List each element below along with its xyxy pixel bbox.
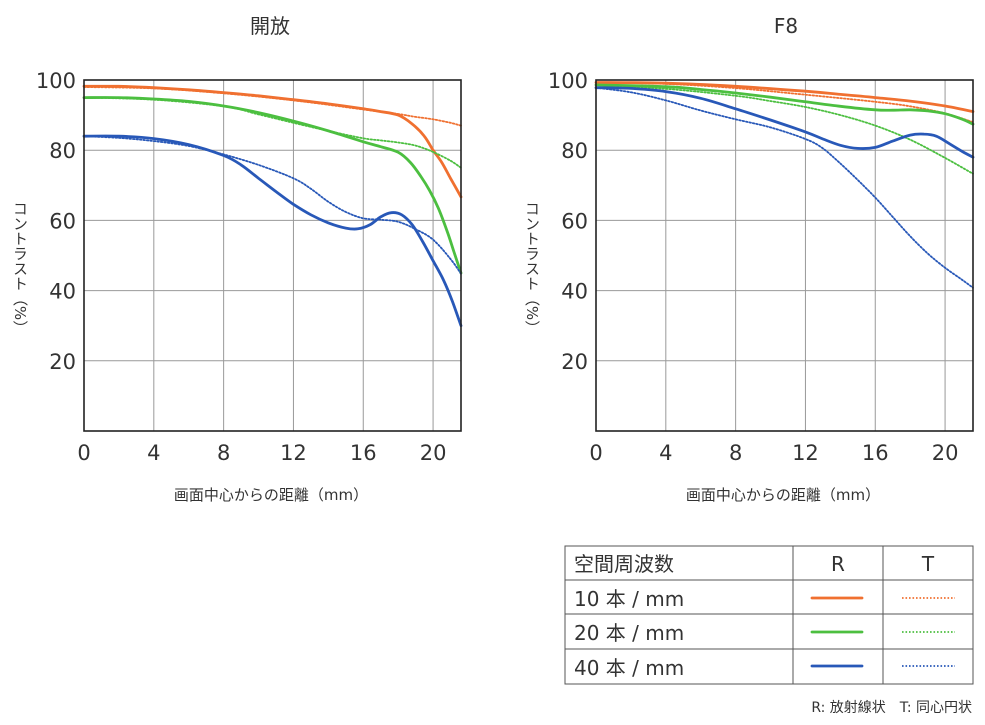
legend-table-border bbox=[564, 545, 974, 685]
legend-header-frequency: 空間周波数 bbox=[574, 552, 674, 576]
x-axis-label: 画面中心からの距離（mm） bbox=[174, 486, 368, 504]
x-tick-label: 12 bbox=[792, 441, 819, 465]
series-line-2 bbox=[82, 96, 463, 275]
x-axis-label: 画面中心からの距離（mm） bbox=[686, 486, 880, 504]
y-tick-label: 40 bbox=[561, 280, 588, 304]
legend-note: R: 放射線状 T: 同心円状 bbox=[811, 700, 972, 716]
y-tick-label: 80 bbox=[561, 139, 588, 163]
y-tick-label: 100 bbox=[36, 69, 76, 93]
legend-row-label-10: 10 本 / mm bbox=[574, 587, 684, 611]
legend-header-t: T bbox=[921, 552, 935, 576]
x-tick-label: 20 bbox=[420, 441, 447, 465]
x-tick-label: 20 bbox=[932, 441, 959, 465]
x-tick-label: 4 bbox=[147, 441, 160, 465]
chart-f8: F8 100 80 60 40 20 0 4 8 12 16 20 画面中心からの距離（mm） コントラス… bbox=[523, 14, 975, 504]
plot-frame bbox=[83, 79, 462, 432]
legend-row-label-20: 20 本 / mm bbox=[574, 621, 684, 645]
series-line-5 bbox=[83, 135, 462, 275]
series-line-3 bbox=[83, 96, 462, 169]
y-axis-label: コントラスト（%） bbox=[523, 201, 541, 335]
y-tick-label: 100 bbox=[548, 69, 588, 93]
y-tick-label: 20 bbox=[561, 350, 588, 374]
y-tick-label: 40 bbox=[49, 280, 76, 304]
series-line-4 bbox=[594, 86, 975, 159]
x-tick-label: 8 bbox=[217, 441, 230, 465]
y-tick-label: 80 bbox=[49, 139, 76, 163]
x-tick-label: 4 bbox=[659, 441, 672, 465]
legend-header-r: R bbox=[831, 552, 845, 576]
x-tick-label: 12 bbox=[280, 441, 307, 465]
grid bbox=[596, 80, 973, 431]
x-tick-label: 0 bbox=[77, 441, 90, 465]
chart-title: 開放 bbox=[250, 14, 290, 38]
y-axis-label: コントラスト（%） bbox=[11, 201, 29, 335]
series-line-1 bbox=[83, 86, 462, 127]
series-line-3 bbox=[595, 84, 974, 175]
series-line-5 bbox=[595, 86, 974, 289]
y-tick-label: 60 bbox=[49, 209, 76, 233]
series-line-4 bbox=[82, 134, 463, 328]
series-line-2 bbox=[594, 83, 975, 126]
plot-area bbox=[596, 80, 973, 431]
x-tick-label: 16 bbox=[862, 441, 889, 465]
plot-frame bbox=[595, 79, 974, 432]
legend-table: 空間周波数 R T 10 本 / mm 20 本 / mm 40 本 / mm bbox=[564, 545, 974, 685]
chart-open-aperture: 開放 100 80 60 40 20 0 4 8 12 16 20 画面中心からの距離（mm） コントラス… bbox=[11, 14, 463, 504]
x-tick-label: 8 bbox=[729, 441, 742, 465]
chart-title: F8 bbox=[774, 14, 798, 38]
legend-row-label-40: 40 本 / mm bbox=[574, 656, 684, 680]
plot-area bbox=[84, 80, 461, 431]
y-tick-label: 20 bbox=[49, 350, 76, 374]
x-tick-label: 16 bbox=[350, 441, 377, 465]
x-tick-label: 0 bbox=[589, 441, 602, 465]
y-tick-label: 60 bbox=[561, 209, 588, 233]
legend-swatches bbox=[810, 596, 955, 668]
